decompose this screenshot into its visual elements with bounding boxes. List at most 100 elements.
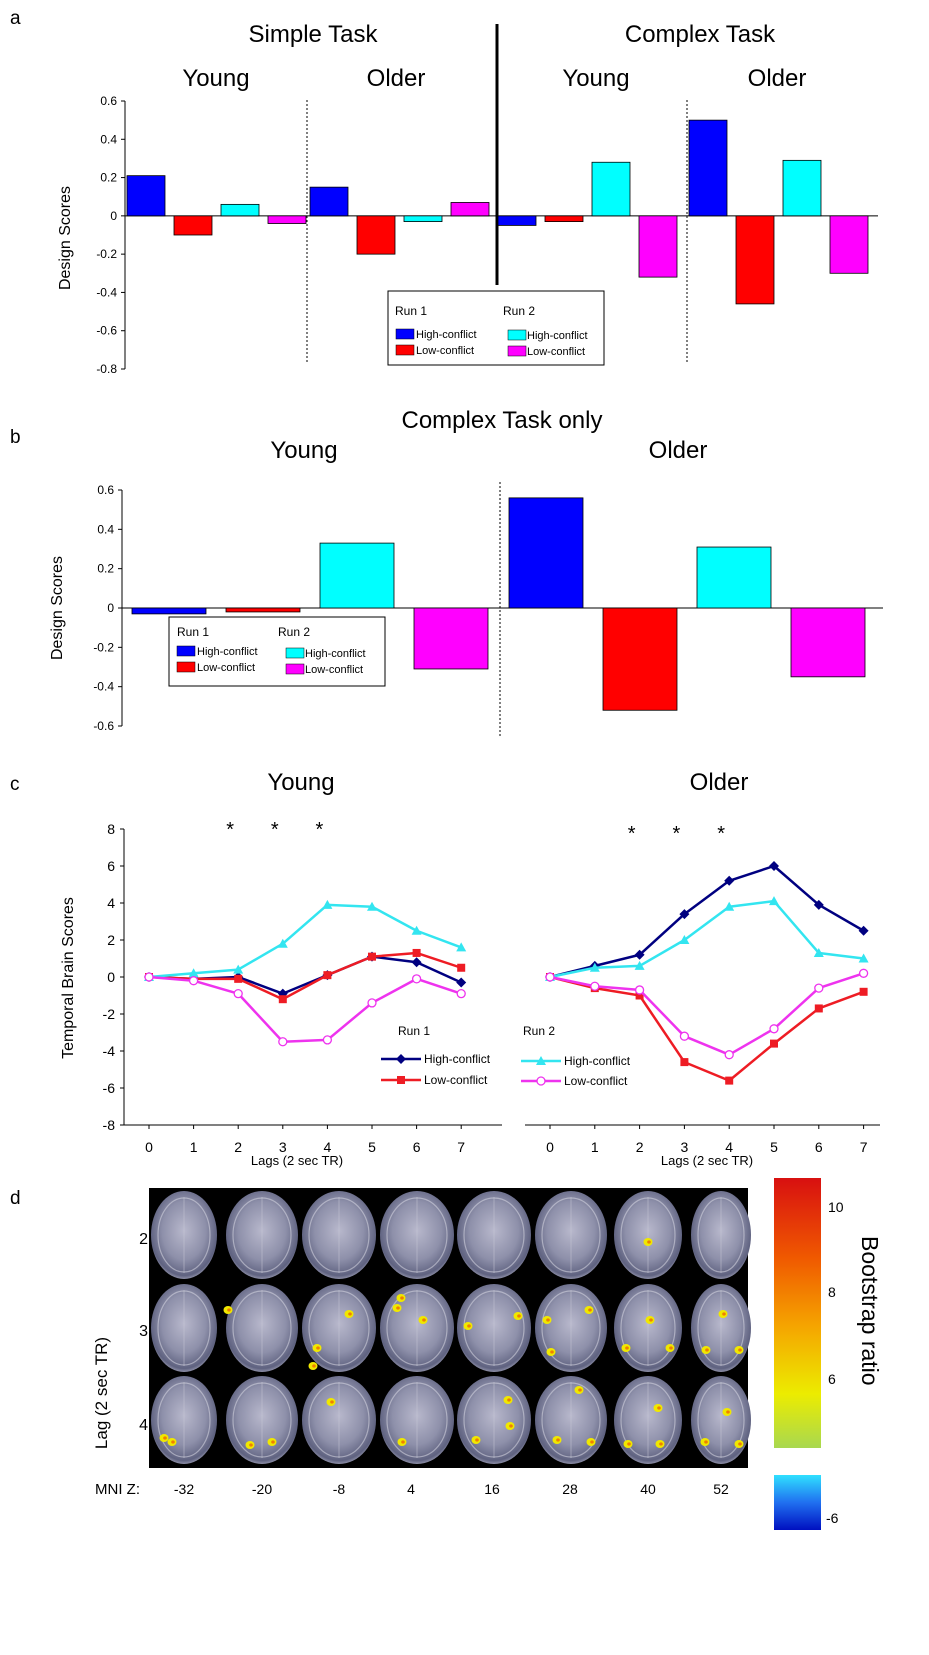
bar-run1-low (356, 215, 396, 255)
colorbar-positive (774, 1178, 821, 1448)
x-tick-label: 5 (368, 1139, 376, 1155)
point-run1-high (813, 899, 824, 910)
panel-label-c: c (10, 774, 20, 795)
x-tick-label: 6 (815, 1139, 823, 1155)
mni-z-value: 16 (484, 1481, 500, 1497)
line-run2-low (549, 972, 864, 1056)
activation-blob-core (704, 1440, 708, 1444)
y-tick-label: 0 (107, 601, 114, 615)
point-run2-high (367, 901, 377, 911)
activation-blob-core (400, 1296, 404, 1300)
title-simple-task: Simple Task (249, 21, 379, 48)
legend-run1-low-label: Low-conflict (424, 1073, 488, 1087)
activation-blob-core (649, 1318, 653, 1322)
activation-blob-core (590, 1440, 594, 1444)
subplot-title-young: Young (267, 769, 334, 796)
bar-run2-low (829, 215, 869, 274)
panel-d: d Lag (2 sec TR) 2 3 4 MNI Z: -32 -20 -8 4 1… (10, 1178, 883, 1530)
activation-blob-core (556, 1438, 560, 1442)
point-run1-low (278, 995, 287, 1004)
group-label-complex-older: Older (748, 65, 807, 92)
bar-run1-high (508, 497, 584, 609)
bar-run1-high (688, 119, 728, 217)
point-run2-high (411, 925, 422, 935)
legend-marker-run1-high (396, 1054, 406, 1064)
point-run2-high (813, 947, 824, 957)
activation-blob-core (348, 1312, 352, 1316)
panel-label-d: d (10, 1188, 21, 1209)
legend-marker-run2-high (536, 1056, 546, 1065)
point-run2-high (277, 938, 288, 948)
colorbar-tick-10: 10 (828, 1199, 844, 1215)
y-tick-label: 4 (107, 895, 115, 911)
mni-z-value: -32 (174, 1481, 194, 1497)
legend-swatch-run2-high (507, 329, 527, 341)
point-run2-high (589, 962, 600, 972)
activation-blob-core (467, 1324, 471, 1328)
point-run2-low (769, 1024, 779, 1034)
bar-run2-low (790, 607, 866, 678)
y-tick-label: -0.6 (93, 719, 114, 733)
activation-blob-core (475, 1438, 479, 1442)
legend-run2-title: Run 2 (503, 304, 535, 318)
activation-blob-core (330, 1400, 334, 1404)
legend-swatch-run1-high (176, 645, 196, 657)
y-tick-label: 0 (107, 969, 115, 985)
point-run1-low (323, 971, 332, 980)
brain-slices (151, 1191, 751, 1464)
legend-swatch-run2-high (285, 647, 305, 659)
x-tick-label: 7 (457, 1139, 465, 1155)
bar-run2-low (413, 607, 489, 670)
legend-run1-low-label: Low-conflict (197, 662, 255, 674)
mni-z-value: 28 (562, 1481, 578, 1497)
legend-run1-low-label: Low-conflict (416, 345, 474, 357)
x-tick-label: 0 (145, 1139, 153, 1155)
x-tick-label: 2 (234, 1139, 242, 1155)
mni-z-values: -32 -20 -8 4 16 28 40 52 (174, 1481, 729, 1497)
point-run2-low (545, 972, 555, 982)
bar-run2-high (782, 159, 822, 217)
point-run2-low (188, 976, 199, 986)
point-run1-low (368, 952, 376, 961)
legend-box (387, 290, 605, 366)
legend-run2-high-label: High-conflict (564, 1054, 631, 1068)
point-run1-low (859, 987, 868, 996)
activation-blob-core (507, 1398, 511, 1402)
significance-star: * (226, 819, 234, 841)
y-tick-label: 0.4 (97, 522, 114, 536)
bars-b (131, 497, 866, 711)
significance-star: * (717, 823, 725, 845)
y-tick-label: 0 (110, 209, 117, 223)
group-label-b-young: Young (270, 437, 337, 464)
x-tick-label: 1 (591, 1139, 599, 1155)
point-run2-high (769, 896, 779, 906)
point-run1-low (814, 1004, 823, 1013)
bar-run1-low (544, 215, 584, 223)
significance-star: * (673, 823, 681, 845)
point-run1-high (858, 925, 869, 936)
bar-run1-low (225, 607, 301, 613)
point-run2-low (278, 1037, 288, 1047)
mni-z-value: 40 (640, 1481, 656, 1497)
line-run2-high (549, 899, 864, 979)
activation-blob-core (312, 1364, 316, 1368)
y-tick-label: 6 (107, 858, 115, 874)
y-tick-label: 0.2 (100, 171, 117, 185)
activation-blob-core (249, 1443, 253, 1447)
bar-run1-high (497, 215, 537, 226)
significance-star: * (316, 819, 324, 841)
activation-blob-core (396, 1306, 400, 1310)
point-run2-low (634, 985, 645, 995)
point-run1-low (680, 1058, 689, 1067)
bar-run2-high (220, 203, 260, 217)
activation-blob-core (171, 1440, 175, 1444)
legend-run1-title: Run 1 (395, 304, 427, 318)
lines-c (144, 861, 869, 1085)
point-run2-low (144, 972, 154, 982)
point-run2-high (233, 964, 244, 974)
point-run1-low (457, 963, 466, 972)
activation-blob-core (738, 1348, 742, 1352)
point-run2-low (233, 989, 243, 999)
point-run2-low (724, 1050, 734, 1060)
legend-swatch-run2-low (285, 663, 305, 675)
